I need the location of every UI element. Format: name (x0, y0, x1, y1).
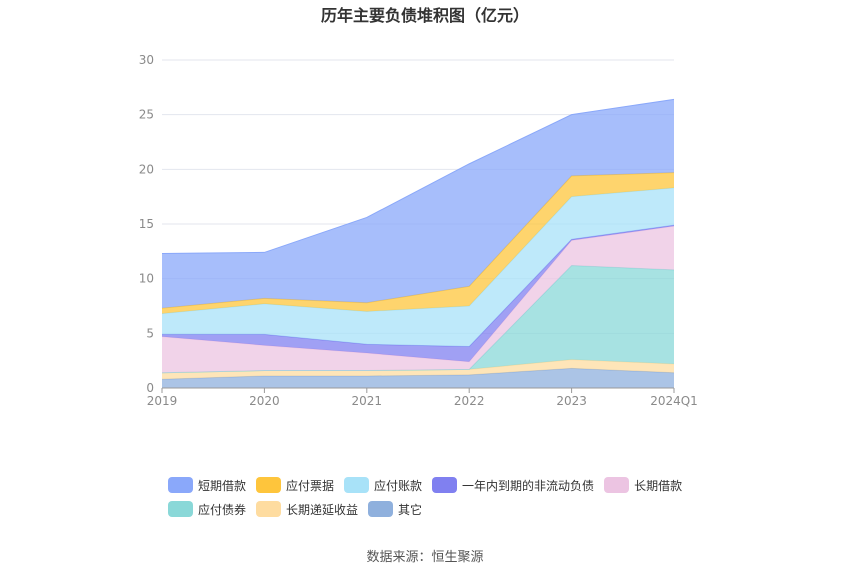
series-line-7 (161, 98, 675, 255)
legend-label: 应付票据 (286, 478, 335, 493)
y-tick-label: 5 (146, 326, 154, 340)
legend-swatch (604, 477, 630, 493)
y-tick-label: 15 (139, 217, 154, 231)
x-tick-label: 2021 (352, 394, 383, 408)
legend-label: 短期借款 (198, 478, 247, 493)
legend-item[interactable]: 一年内到期的非流动负债 (432, 477, 594, 494)
legend-row: 短期借款 应付票据 应付账款 一年内到期的非流动负债 长期借款 (168, 473, 728, 497)
legend-swatch (256, 477, 282, 493)
legend-label: 应付债券 (198, 502, 247, 517)
y-tick-label: 25 (139, 108, 154, 122)
legend-item[interactable]: 应付账款 (344, 477, 422, 494)
legend-swatch (344, 477, 370, 493)
area-series-2 (162, 265, 674, 373)
x-tick-label: 2022 (454, 394, 485, 408)
legend-row: 应付债券 长期递延收益 其它 (168, 497, 728, 521)
area-series-1 (162, 359, 674, 380)
legend-item[interactable]: 应付票据 (256, 477, 334, 494)
x-tick-label: 2024Q1 (650, 394, 698, 408)
legend-label: 长期借款 (634, 478, 683, 493)
legend-swatch (256, 501, 282, 517)
y-tick-label: 0 (146, 381, 154, 395)
area-series-0 (162, 368, 674, 388)
legend-item[interactable]: 其它 (368, 501, 422, 518)
legend-swatch (368, 501, 394, 517)
area-series-7 (162, 99, 674, 309)
legend-item[interactable]: 长期递延收益 (256, 501, 358, 518)
legend-label: 应付账款 (374, 478, 423, 493)
x-tick-label: 2020 (249, 394, 280, 408)
y-tick-label: 30 (139, 53, 154, 67)
legend-swatch (168, 477, 193, 493)
chart-title: 历年主要负债堆积图（亿元） (320, 6, 529, 25)
x-tick-label: 2023 (556, 394, 587, 408)
legend-label: 一年内到期的非流动负债 (462, 478, 595, 493)
area-series-5 (162, 187, 674, 347)
y-tick-label: 10 (139, 272, 154, 286)
y-tick-label: 20 (139, 162, 154, 176)
legend-item[interactable]: 长期借款 (604, 477, 682, 494)
data-source: 数据来源：恒生聚源 (366, 550, 484, 565)
legend-item[interactable]: 短期借款 (168, 477, 246, 494)
chart-legend: 短期借款 应付票据 应付账款 一年内到期的非流动负债 长期借款应付债券 长期递延收益 其它 (168, 473, 728, 521)
area-series-3 (162, 226, 674, 373)
area-series-6 (162, 172, 674, 314)
x-tick-label: 2019 (147, 394, 178, 408)
stacked-area-chart: 0 5 10 15 20 25 30 2019 2020 2021 2022 2023 2024Q1 (139, 53, 698, 408)
legend-swatch (432, 477, 458, 493)
legend-label: 其它 (398, 502, 423, 517)
legend-swatch (168, 501, 193, 517)
legend-label: 长期递延收益 (286, 502, 359, 517)
legend-item[interactable]: 应付债券 (168, 501, 246, 518)
